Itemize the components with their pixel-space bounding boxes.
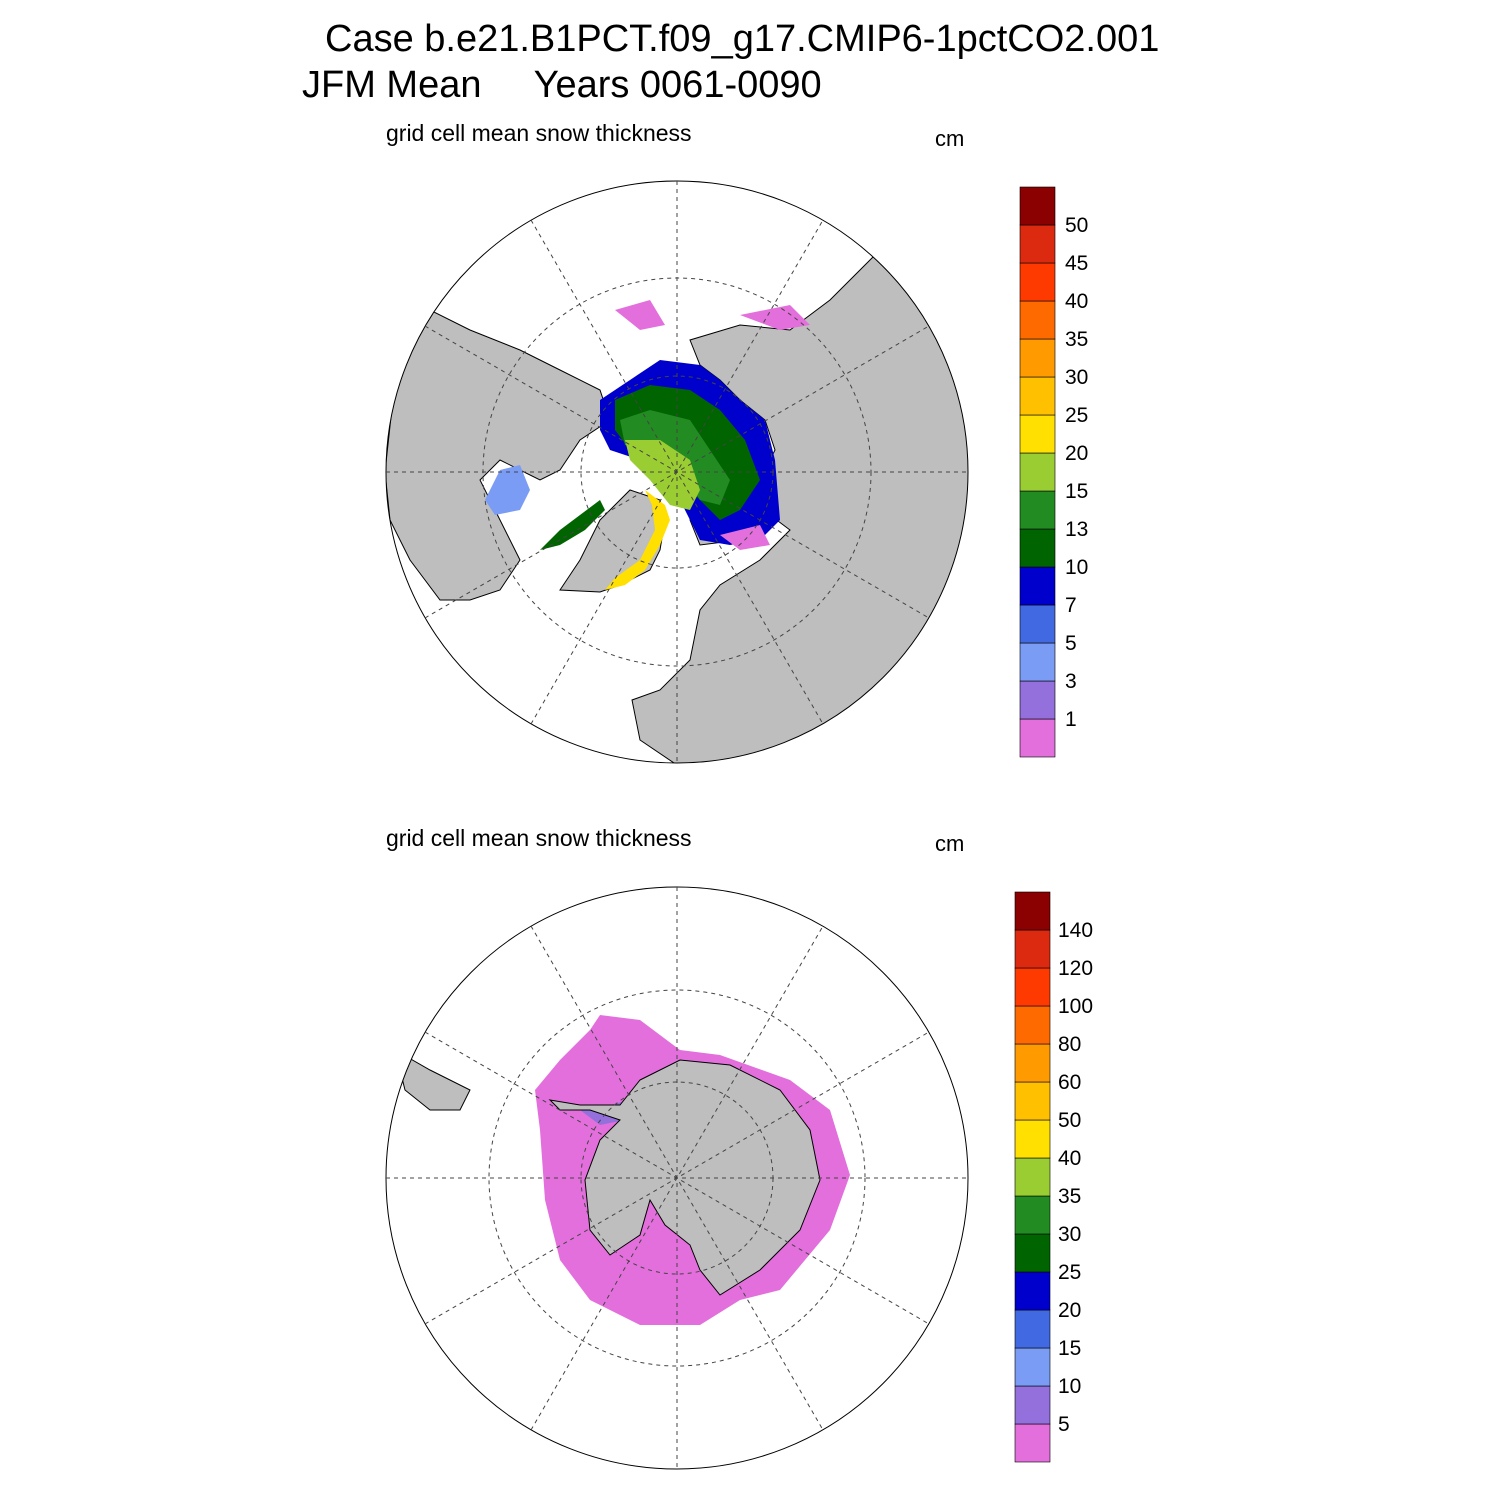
south-colorbar-label: 60 xyxy=(1058,1071,1081,1094)
north-colorbar-swatch xyxy=(1019,300,1056,340)
north-colorbar-swatch xyxy=(1019,376,1056,416)
south-colorbar-label: 25 xyxy=(1058,1261,1081,1284)
barents-snow-edge xyxy=(720,525,770,550)
south-colorbar-swatch xyxy=(1014,1119,1051,1159)
north-colorbar-swatch xyxy=(1019,338,1056,378)
north-colorbar-label: 3 xyxy=(1065,670,1077,693)
south-colorbar-swatch xyxy=(1014,1347,1051,1387)
south-colorbar-swatch xyxy=(1014,1309,1051,1349)
south-colorbar-swatch xyxy=(1014,967,1051,1007)
north-colorbar-label: 7 xyxy=(1065,594,1077,617)
north-colorbar-swatch xyxy=(1019,566,1056,606)
north-colorbar-swatch xyxy=(1019,490,1056,530)
south-colorbar-label: 10 xyxy=(1058,1375,1081,1398)
north-colorbar-swatch xyxy=(1019,680,1056,720)
south-colorbar-label: 140 xyxy=(1058,919,1093,942)
north-colorbar-swatch xyxy=(1019,718,1056,758)
south-colorbar-label: 5 xyxy=(1058,1413,1070,1436)
south-colorbar-swatch xyxy=(1014,1081,1051,1121)
north-graticule xyxy=(386,181,968,763)
north-colorbar-swatch xyxy=(1019,604,1056,644)
figure-title-case: Case b.e21.B1PCT.f09_g17.CMIP6-1pctCO2.0… xyxy=(325,18,1160,60)
south-colorbar-swatch xyxy=(1014,1157,1051,1197)
north-colorbar-swatch xyxy=(1019,414,1056,454)
south-colorbar-label: 20 xyxy=(1058,1299,1081,1322)
south-colorbar-swatch xyxy=(1014,1385,1051,1425)
south-america-land xyxy=(394,1048,471,1111)
arctic-snow-yellow-band xyxy=(605,490,670,590)
north-colorbar-label: 1 xyxy=(1065,708,1077,731)
south-colorbar-swatch xyxy=(1014,1043,1051,1083)
north-colorbar-label: 10 xyxy=(1065,556,1088,579)
south-colorbar-swatch xyxy=(1014,1195,1051,1235)
south-colorbar-label: 80 xyxy=(1058,1033,1081,1056)
south-colorbar-swatch xyxy=(1014,891,1051,931)
north-panel-unit: cm xyxy=(935,126,965,151)
north-colorbar-label: 35 xyxy=(1065,328,1088,351)
north-colorbar-swatch xyxy=(1019,186,1056,226)
baffin-snow xyxy=(540,500,605,550)
north-colorbar-label: 45 xyxy=(1065,252,1088,275)
south-graticule xyxy=(386,887,968,1469)
south-colorbar-label: 40 xyxy=(1058,1147,1081,1170)
south-colorbar-swatch xyxy=(1014,1423,1051,1463)
bering-snow xyxy=(615,300,665,330)
north-colorbar-swatch xyxy=(1019,224,1056,264)
south-colorbar-label: 30 xyxy=(1058,1223,1081,1246)
south-colorbar-label: 100 xyxy=(1058,995,1093,1018)
south-panel-subtitle: grid cell mean snow thickness xyxy=(386,825,692,851)
north-colorbar-swatch xyxy=(1019,642,1056,682)
north-colorbar-label: 13 xyxy=(1065,518,1088,541)
north-america-land xyxy=(386,309,611,601)
north-panel-subtitle: grid cell mean snow thickness xyxy=(386,120,692,146)
south-colorbar-swatch xyxy=(1014,1271,1051,1311)
north-colorbar-swatch xyxy=(1019,262,1056,302)
north-colorbar-label: 30 xyxy=(1065,366,1088,389)
arctic-snow-yellowgreen xyxy=(625,440,700,510)
north-colorbar-label: 40 xyxy=(1065,290,1088,313)
figure-title-period: JFM Mean Years 0061-0090 xyxy=(302,64,822,106)
north-colorbar-label: 5 xyxy=(1065,632,1077,655)
south-colorbar-swatch xyxy=(1014,1005,1051,1045)
north-colorbar-label: 20 xyxy=(1065,442,1088,465)
north-colorbar-swatch xyxy=(1019,528,1056,568)
south-panel-unit: cm xyxy=(935,831,965,856)
north-colorbar-label: 25 xyxy=(1065,404,1088,427)
south-colorbar-label: 120 xyxy=(1058,957,1093,980)
south-colorbar-swatch xyxy=(1014,929,1051,969)
hudson-snow xyxy=(485,465,530,515)
south-colorbar-label: 15 xyxy=(1058,1337,1081,1360)
north-colorbar-swatch xyxy=(1019,452,1056,492)
south-colorbar-swatch xyxy=(1014,1233,1051,1273)
south-colorbar-label: 50 xyxy=(1058,1109,1081,1132)
south-colorbar-label: 35 xyxy=(1058,1185,1081,1208)
okhotsk-snow xyxy=(740,305,810,330)
north-colorbar-label: 15 xyxy=(1065,480,1088,503)
north-colorbar-label: 50 xyxy=(1065,214,1088,237)
